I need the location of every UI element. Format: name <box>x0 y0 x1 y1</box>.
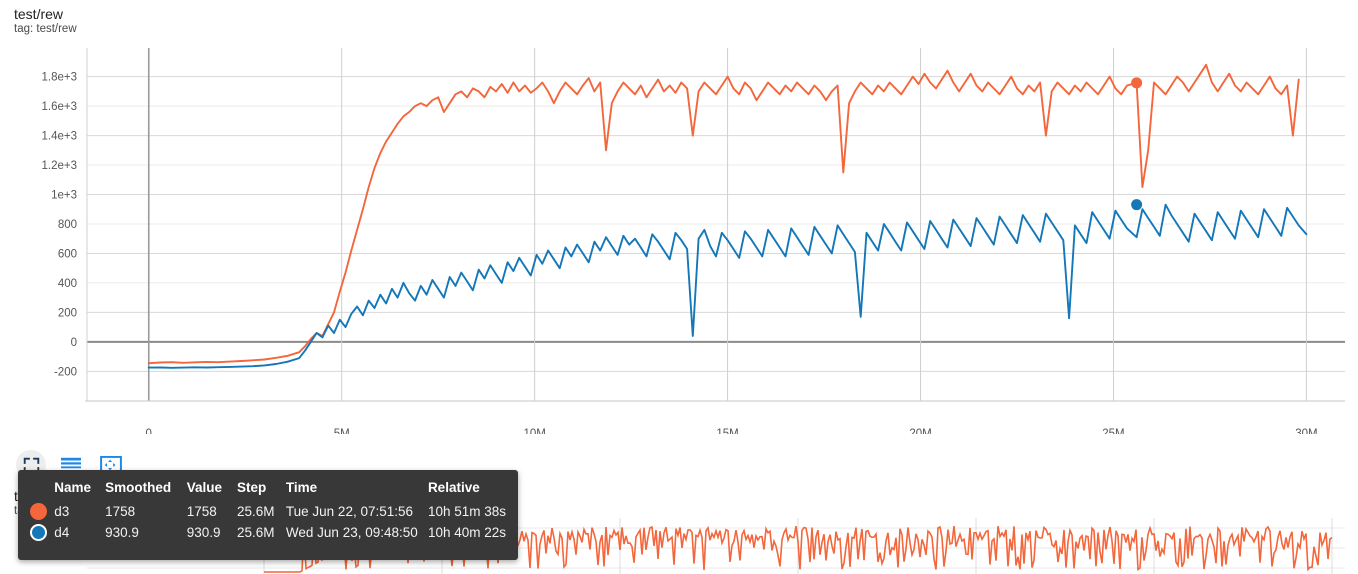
chart-tooltip: Name Smoothed Value Step Time Relative d… <box>18 470 518 560</box>
tooltip-cell-name: d3 <box>54 504 70 519</box>
tooltip-cell-name: d4 <box>54 525 70 540</box>
series-line-d3[interactable] <box>147 63 1300 365</box>
y-axis-tick-label: 0 <box>71 337 77 349</box>
tooltip-row: d4 930.9 930.9 25.6M Wed Jun 23, 09:48:50 10h… <box>30 522 506 543</box>
y-axis-tick-label: 400 <box>58 278 77 290</box>
tooltip-col-smoothed: Smoothed <box>105 480 172 495</box>
tooltip-col-value: Value <box>186 480 223 495</box>
x-axis-tick-label: 20M <box>909 428 931 434</box>
x-axis-tick-label: 25M <box>1102 428 1124 434</box>
x-axis-tick-label: 30M <box>1295 428 1317 434</box>
x-axis-tick-label: 10M <box>523 428 545 434</box>
tooltip-cell-relative: 10h 51m 38s <box>427 504 506 519</box>
tooltip-cell-smoothed: 1758 <box>105 504 136 519</box>
tooltip-table: Name Smoothed Value Step Time Relative d… <box>30 480 506 543</box>
tooltip-col-relative: Relative <box>427 480 480 495</box>
chart-card-test-rew: test/rew tag: test/rew -200 0 200 400 600 800… <box>0 6 1358 480</box>
series-color-swatch <box>30 501 54 522</box>
tooltip-cell-time: Wed Jun 23, 09:48:50 <box>285 525 418 540</box>
tooltip-cell-smoothed: 930.9 <box>105 525 139 540</box>
tooltip-col-name: Name <box>54 480 92 495</box>
line-chart-svg[interactable]: -200 0 200 400 600 800 1e+3 1.2e+3 1.4e+3 1.6e+3 1… <box>0 44 1358 434</box>
x-axis-tick-label: 0 <box>146 428 152 434</box>
series-color-swatch <box>30 522 54 543</box>
tooltip-header-row: Name Smoothed Value Step Time Relative <box>30 480 506 501</box>
tooltip-cell-step: 25.6M <box>236 504 275 519</box>
x-axis-tick-label: 15M <box>716 428 738 434</box>
series-line-d4[interactable] <box>147 203 1308 369</box>
data-point-marker-d3[interactable] <box>1131 77 1143 89</box>
y-axis-tick-label: 200 <box>58 307 77 319</box>
tooltip-cell-value: 1758 <box>186 504 217 519</box>
y-axis-tick-label: 1.8e+3 <box>42 72 78 84</box>
page-title: test/rew <box>14 6 64 22</box>
y-axis-tick-label: 1e+3 <box>51 190 77 202</box>
y-axis-tick-label: 1.2e+3 <box>42 160 78 172</box>
tooltip-body: d3 1758 1758 25.6M Tue Jun 22, 07:51:56 10h 5… <box>30 501 506 543</box>
tooltip-cell-time: Tue Jun 22, 07:51:56 <box>285 504 414 519</box>
chart-tag-label: tag: test/rew <box>14 23 77 35</box>
y-axis-tick-label: 800 <box>58 219 77 231</box>
y-axis-tick-label: 1.4e+3 <box>42 131 78 143</box>
y-axis-tick-label: 600 <box>58 248 77 260</box>
x-axis-tick-label: 5M <box>334 428 350 434</box>
swatch-dot <box>30 503 47 520</box>
data-point-marker-d4[interactable] <box>1131 199 1143 211</box>
tooltip-col-step: Step <box>236 480 267 495</box>
tooltip-col-time: Time <box>285 480 318 495</box>
tooltip-row: d3 1758 1758 25.6M Tue Jun 22, 07:51:56 10h 5… <box>30 501 506 522</box>
chart-plot-area[interactable]: -200 0 200 400 600 800 1e+3 1.2e+3 1.4e+3 1.6e+3 1… <box>0 44 1358 434</box>
tooltip-cell-relative: 10h 40m 22s <box>427 525 506 540</box>
tooltip-cell-value: 930.9 <box>186 525 221 540</box>
swatch-dot <box>30 524 47 541</box>
y-axis-tick-label: 1.6e+3 <box>42 101 78 113</box>
tooltip-col-swatch <box>30 480 54 501</box>
tooltip-cell-step: 25.6M <box>236 525 275 540</box>
y-axis-tick-label: -200 <box>54 366 77 378</box>
